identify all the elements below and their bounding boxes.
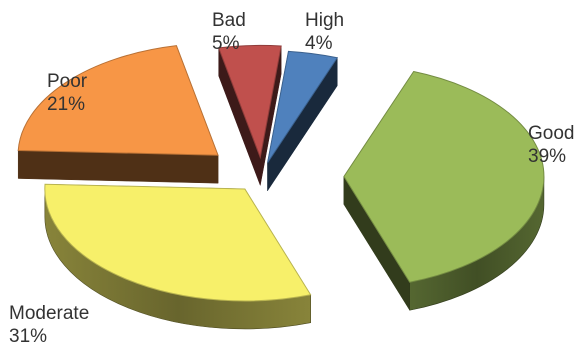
- slice-poor-top: [17, 45, 219, 156]
- label-high-value: 4%: [305, 33, 333, 54]
- label-bad-name: Bad: [212, 10, 246, 31]
- slice-moderate: [44, 183, 312, 330]
- label-bad: Bad 5%: [212, 9, 246, 55]
- slice-good-top: [343, 70, 545, 283]
- label-moderate-value: 31%: [9, 326, 48, 347]
- label-poor-name: Poor: [47, 71, 88, 92]
- slice-good: [343, 70, 545, 312]
- label-high-name: High: [305, 10, 345, 31]
- slice-bad: [217, 44, 282, 186]
- pie-slices: [17, 44, 545, 330]
- label-moderate: Moderate 31%: [9, 302, 89, 348]
- label-good-name: Good: [528, 123, 575, 144]
- label-good-value: 39%: [528, 146, 567, 167]
- slice-poor: [17, 45, 219, 184]
- slice-moderate-top: [44, 183, 312, 302]
- label-bad-value: 5%: [212, 33, 240, 54]
- label-moderate-name: Moderate: [9, 303, 90, 324]
- slice-poor-wall-0: [17, 150, 219, 184]
- slice-bad-top: [217, 44, 282, 160]
- slice-high-top: [267, 50, 339, 163]
- label-poor: Poor 21%: [47, 70, 87, 116]
- label-high: High 4%: [305, 9, 344, 55]
- slice-high: [267, 50, 339, 192]
- label-poor-value: 21%: [47, 94, 86, 115]
- label-good: Good 39%: [528, 122, 574, 168]
